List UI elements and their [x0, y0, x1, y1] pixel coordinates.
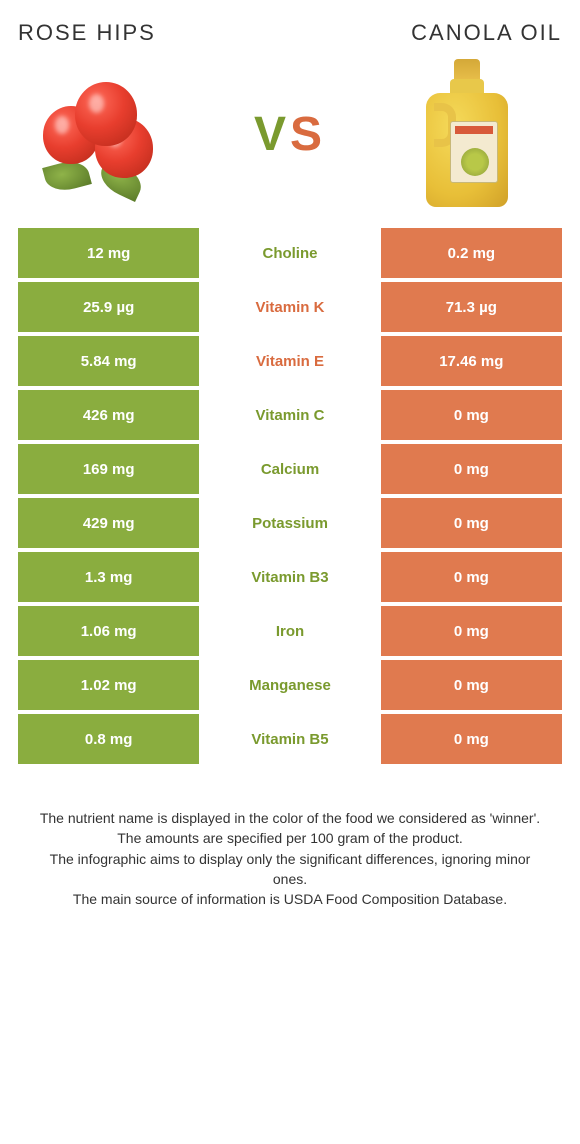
nutrient-name: Vitamin B5: [199, 714, 380, 764]
table-row: 169 mgCalcium0 mg: [18, 444, 562, 494]
canola-image: [392, 64, 542, 204]
right-value: 0 mg: [381, 606, 562, 656]
left-value: 12 mg: [18, 228, 199, 278]
table-row: 25.9 µgVitamin K71.3 µg: [18, 282, 562, 332]
table-row: 5.84 mgVitamin E17.46 mg: [18, 336, 562, 386]
table-row: 429 mgPotassium0 mg: [18, 498, 562, 548]
infographic-root: ROSE HIPS CANOLA OIL VS 12 mgCholine0.2 …: [0, 0, 580, 929]
left-value: 169 mg: [18, 444, 199, 494]
nutrient-name: Vitamin C: [199, 390, 380, 440]
right-value: 0 mg: [381, 390, 562, 440]
table-row: 1.06 mgIron0 mg: [18, 606, 562, 656]
footer-notes: The nutrient name is displayed in the co…: [18, 768, 562, 909]
vs-label: VS: [254, 107, 326, 162]
nutrient-name: Calcium: [199, 444, 380, 494]
nutrient-name: Choline: [199, 228, 380, 278]
right-value: 17.46 mg: [381, 336, 562, 386]
right-value: 71.3 µg: [381, 282, 562, 332]
right-value: 0.2 mg: [381, 228, 562, 278]
left-value: 25.9 µg: [18, 282, 199, 332]
nutrient-name: Vitamin E: [199, 336, 380, 386]
left-value: 1.06 mg: [18, 606, 199, 656]
table-row: 0.8 mgVitamin B50 mg: [18, 714, 562, 764]
title-right: CANOLA OIL: [411, 20, 562, 46]
nutrient-name: Vitamin K: [199, 282, 380, 332]
left-value: 429 mg: [18, 498, 199, 548]
table-row: 426 mgVitamin C0 mg: [18, 390, 562, 440]
left-value: 426 mg: [18, 390, 199, 440]
left-value: 1.02 mg: [18, 660, 199, 710]
nutrient-name: Iron: [199, 606, 380, 656]
nutrient-name: Potassium: [199, 498, 380, 548]
comparison-table: 12 mgCholine0.2 mg25.9 µgVitamin K71.3 µ…: [18, 224, 562, 768]
footer-line-2: The amounts are specified per 100 gram o…: [32, 828, 548, 848]
table-row: 1.3 mgVitamin B30 mg: [18, 552, 562, 602]
table-row: 1.02 mgManganese0 mg: [18, 660, 562, 710]
right-value: 0 mg: [381, 498, 562, 548]
nutrient-name: Manganese: [199, 660, 380, 710]
rosehips-image: [38, 64, 188, 204]
vs-s: S: [290, 108, 326, 161]
footer-line-4: The main source of information is USDA F…: [32, 889, 548, 909]
right-value: 0 mg: [381, 714, 562, 764]
nutrient-name: Vitamin B3: [199, 552, 380, 602]
images-row: VS: [18, 64, 562, 224]
title-left: ROSE HIPS: [18, 20, 156, 46]
vs-v: V: [254, 108, 290, 161]
right-value: 0 mg: [381, 552, 562, 602]
left-value: 1.3 mg: [18, 552, 199, 602]
titles-row: ROSE HIPS CANOLA OIL: [18, 20, 562, 46]
footer-line-3: The infographic aims to display only the…: [32, 849, 548, 890]
left-value: 0.8 mg: [18, 714, 199, 764]
left-value: 5.84 mg: [18, 336, 199, 386]
table-row: 12 mgCholine0.2 mg: [18, 228, 562, 278]
footer-line-1: The nutrient name is displayed in the co…: [32, 808, 548, 828]
right-value: 0 mg: [381, 660, 562, 710]
right-value: 0 mg: [381, 444, 562, 494]
